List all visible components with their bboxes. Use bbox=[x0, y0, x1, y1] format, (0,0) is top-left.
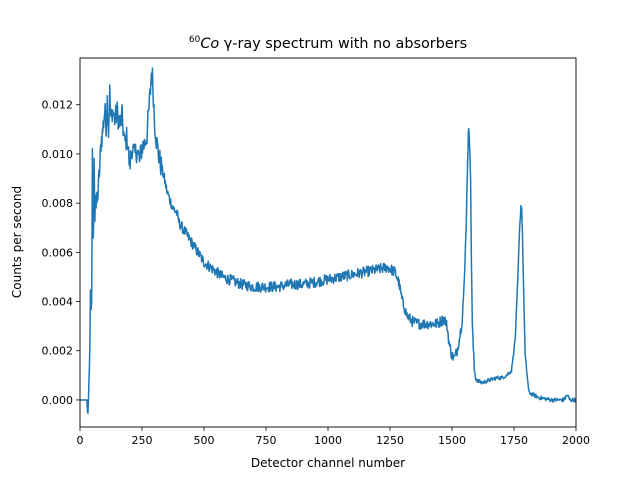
x-tick-label: 250 bbox=[132, 434, 153, 447]
plot-frame bbox=[79, 57, 577, 428]
title-text: γ-ray spectrum with no absorbers bbox=[219, 36, 467, 52]
title-element: Co bbox=[200, 36, 219, 52]
y-tick-label: 0.012 bbox=[42, 99, 74, 112]
x-tick-label: 0 bbox=[77, 434, 84, 447]
x-tick-label: 1250 bbox=[376, 434, 404, 447]
x-tick-label: 1750 bbox=[500, 434, 528, 447]
x-tick-label: 500 bbox=[194, 434, 215, 447]
y-tick-label: 0.000 bbox=[42, 394, 74, 407]
y-tick-label: 0.006 bbox=[42, 246, 74, 259]
x-axis: 0 250 500 750 1000 1250 1500 1750 2000 bbox=[77, 427, 590, 447]
x-tick-label: 1000 bbox=[314, 434, 342, 447]
y-axis-label: Counts per second bbox=[10, 186, 24, 298]
y-tick-label: 0.008 bbox=[42, 197, 74, 210]
x-tick-label: 2000 bbox=[562, 434, 590, 447]
y-tick-label: 0.004 bbox=[42, 296, 74, 309]
y-tick-label: 0.002 bbox=[42, 345, 74, 358]
plot-area bbox=[79, 67, 577, 414]
series-line bbox=[79, 67, 577, 414]
chart-title: 60Co γ-ray spectrum with no absorbers bbox=[189, 35, 467, 52]
y-tick-label: 0.010 bbox=[42, 148, 74, 161]
y-axis: 0.000 0.002 0.004 0.006 0.008 0.010 0.012 bbox=[42, 99, 80, 407]
x-axis-label: Detector channel number bbox=[251, 456, 405, 470]
x-tick-label: 1500 bbox=[438, 434, 466, 447]
x-tick-label: 750 bbox=[256, 434, 277, 447]
title-superscript: 60 bbox=[189, 35, 201, 45]
